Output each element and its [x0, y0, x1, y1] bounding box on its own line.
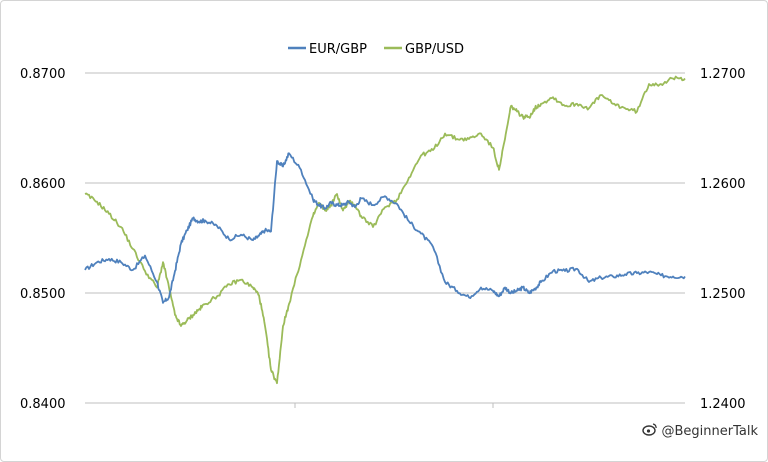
legend: EUR/GBP GBP/USD	[288, 42, 464, 57]
watermark: @BeginnerTalk	[641, 422, 759, 440]
left-tick-label: 0.8400	[20, 397, 66, 412]
left-axis-ticks: 0.8400 0.8500 0.8600 0.8700	[20, 67, 66, 412]
left-tick-label: 0.8500	[20, 287, 66, 302]
series-layer	[84, 75, 686, 385]
right-tick-label: 1.2700	[700, 67, 746, 82]
weibo-logo-icon	[641, 422, 658, 440]
legend-label: EUR/GBP	[309, 42, 367, 57]
gridlines	[85, 72, 685, 408]
right-tick-label: 1.2600	[700, 177, 746, 192]
right-tick-label: 1.2500	[700, 287, 746, 302]
series-line-eur-gbp	[84, 152, 686, 304]
legend-label: GBP/USD	[405, 42, 464, 57]
series-line-gbp-usd	[84, 75, 686, 385]
left-tick-label: 0.8600	[20, 177, 66, 192]
left-tick-label: 0.8700	[20, 67, 66, 82]
right-tick-label: 1.2400	[700, 397, 746, 412]
watermark-text: @BeginnerTalk	[661, 423, 759, 439]
right-axis-ticks: 1.2400 1.2500 1.2600 1.2700	[700, 67, 746, 412]
